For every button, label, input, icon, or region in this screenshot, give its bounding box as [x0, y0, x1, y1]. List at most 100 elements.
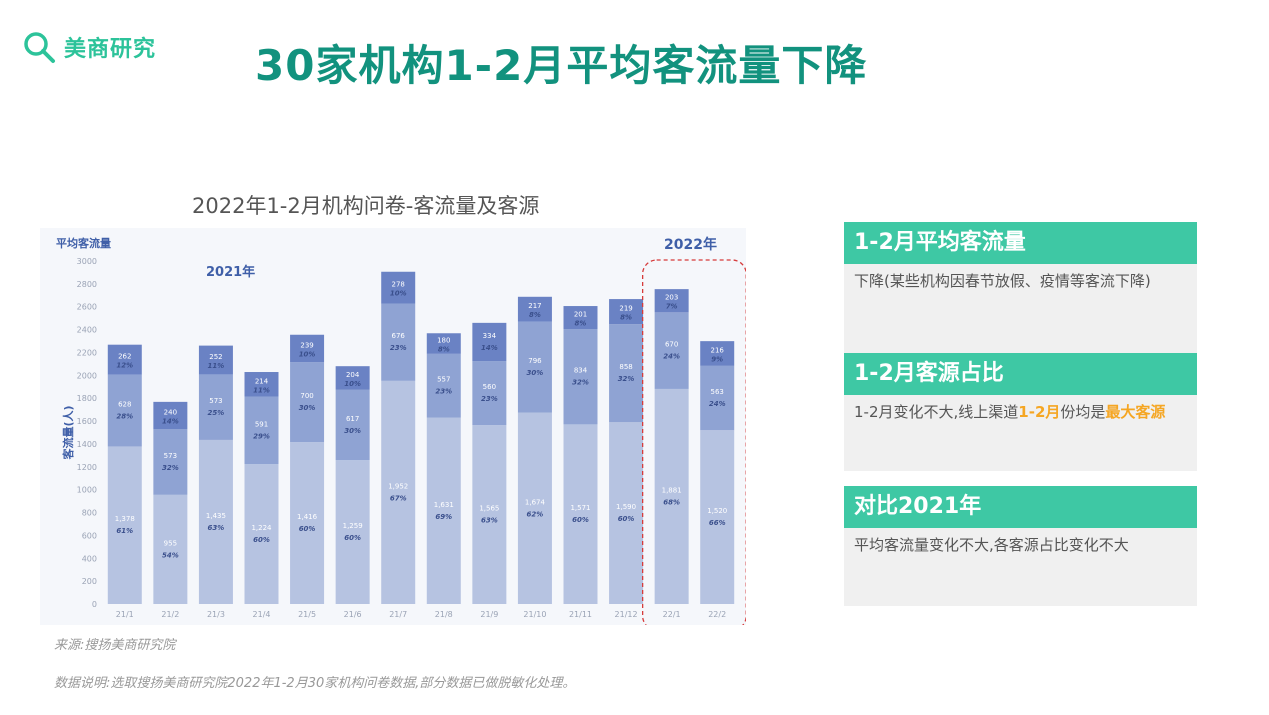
- bar-segment: [107, 344, 142, 375]
- data-note: 数据说明:选取搜扬美商研究院2022年1-2月30家机构问卷数据,部分数据已做脱…: [54, 676, 576, 691]
- percent-label: 60%: [253, 536, 270, 544]
- bar-segment: [426, 417, 461, 604]
- bar-segment: [517, 296, 552, 322]
- data-label: 617: [346, 415, 359, 423]
- bar-segment: [335, 366, 370, 390]
- data-label: 252: [209, 353, 222, 361]
- data-label: 262: [118, 353, 131, 361]
- bar-segment: [107, 446, 142, 604]
- bar-segment: [426, 333, 461, 354]
- percent-label: 10%: [390, 290, 407, 298]
- card-body-text: 份均是: [1060, 403, 1106, 421]
- bar-segment: [609, 299, 644, 325]
- x-tick-label: 21/6: [344, 610, 362, 619]
- bar-segment: [426, 353, 461, 418]
- percent-label: 69%: [435, 513, 452, 521]
- bar-segment: [517, 321, 552, 413]
- y-tick-label: 1000: [77, 486, 97, 495]
- y-tick-label: 1600: [77, 417, 97, 426]
- data-label: 204: [346, 371, 360, 379]
- percent-label: 30%: [527, 369, 544, 377]
- percent-label: 54%: [162, 551, 179, 559]
- data-label: 1,224: [251, 524, 272, 532]
- card-body: 平均客流量变化不大,各客源占比变化不大: [844, 528, 1197, 606]
- card-body-text: 1-2月变化不大,线上渠道: [854, 403, 1019, 421]
- bar-segment: [290, 362, 325, 443]
- data-label: 334: [483, 332, 497, 340]
- percent-label: 9%: [711, 355, 723, 363]
- bar-segment: [700, 365, 735, 431]
- percent-label: 30%: [344, 427, 361, 435]
- card-highlight: 最大客源: [1105, 403, 1166, 421]
- logo-text: 美商研究: [64, 37, 157, 62]
- percent-label: 23%: [435, 388, 452, 396]
- x-tick-label: 21/2: [161, 610, 179, 619]
- bar-segment: [654, 289, 689, 313]
- data-label: 203: [665, 294, 678, 302]
- percent-label: 14%: [481, 344, 498, 352]
- data-label: 557: [437, 376, 450, 384]
- percent-label: 25%: [208, 409, 225, 417]
- bar-segment: [472, 425, 507, 604]
- percent-label: 8%: [620, 314, 632, 322]
- bar-segment: [381, 271, 416, 304]
- chart-title: 2022年1-2月机构问卷-客流量及客源: [192, 194, 540, 218]
- percent-label: 8%: [529, 311, 541, 319]
- card-customer-source: 1-2月客源占比 1-2月变化不大,线上渠道1-2月份均是最大客源: [844, 353, 1197, 471]
- percent-label: 32%: [618, 375, 635, 383]
- percent-label: 61%: [116, 527, 133, 535]
- percent-label: 67%: [390, 494, 407, 502]
- percent-label: 12%: [116, 362, 133, 370]
- data-label: 955: [164, 539, 177, 547]
- data-label: 1,881: [662, 486, 682, 494]
- logo: 美商研究: [22, 30, 156, 64]
- percent-label: 24%: [709, 400, 726, 408]
- x-tick-label: 22/2: [708, 610, 726, 619]
- bar-segment: [335, 389, 370, 461]
- percent-label: 32%: [572, 379, 589, 387]
- data-label: 214: [255, 377, 269, 385]
- y-tick-label: 600: [82, 531, 97, 540]
- percent-label: 11%: [208, 362, 225, 370]
- percent-label: 60%: [344, 534, 361, 542]
- card-title: 对比2021年: [844, 486, 1197, 528]
- bar-segment: [244, 372, 279, 397]
- x-tick-label: 21/9: [480, 610, 498, 619]
- source-note: 来源:搜扬美商研究院: [54, 638, 176, 653]
- percent-label: 10%: [344, 380, 361, 388]
- bar-segment: [563, 306, 598, 330]
- percent-label: 7%: [666, 303, 678, 311]
- percent-label: 23%: [481, 395, 498, 403]
- stacked-bar-chart: 平均客流量 0 200 400 600 800 1000 1200 1400 1600 1800 20…: [56, 236, 746, 625]
- x-tick-label: 21/12: [615, 610, 638, 619]
- y-tick-label: 1400: [77, 440, 97, 449]
- x-tick-label: 21/1: [116, 610, 134, 619]
- y-tick-label: 2400: [77, 326, 97, 335]
- card-title: 1-2月客源占比: [844, 353, 1197, 395]
- y-tick-label: 1200: [77, 463, 97, 472]
- data-label: 201: [574, 311, 587, 319]
- bar-segment: [290, 442, 325, 604]
- y-tick-label: 3000: [77, 257, 97, 266]
- data-label: 1,631: [434, 501, 454, 509]
- bar-segment: [472, 361, 507, 426]
- bar-segment: [198, 374, 233, 440]
- data-label: 591: [255, 420, 268, 428]
- percent-label: 8%: [438, 346, 450, 354]
- bar-segment: [107, 374, 142, 447]
- y-tick-label: 800: [82, 509, 97, 518]
- bar-segment: [153, 494, 188, 604]
- bar-segment: [563, 329, 598, 425]
- bar-segment: [381, 303, 416, 381]
- x-tick-label: 21/7: [389, 610, 407, 619]
- bar-segment: [244, 396, 279, 465]
- page-title: 30家机构1-2月平均客流量下降: [255, 41, 868, 90]
- data-label: 573: [209, 397, 222, 405]
- percent-label: 28%: [116, 413, 133, 421]
- bar-segment: [654, 388, 689, 604]
- data-label: 1,378: [115, 515, 135, 523]
- card-compare-2021: 对比2021年 平均客流量变化不大,各客源占比变化不大: [844, 486, 1197, 606]
- data-label: 628: [118, 401, 131, 409]
- percent-label: 32%: [162, 464, 179, 472]
- bar-segment: [563, 424, 598, 604]
